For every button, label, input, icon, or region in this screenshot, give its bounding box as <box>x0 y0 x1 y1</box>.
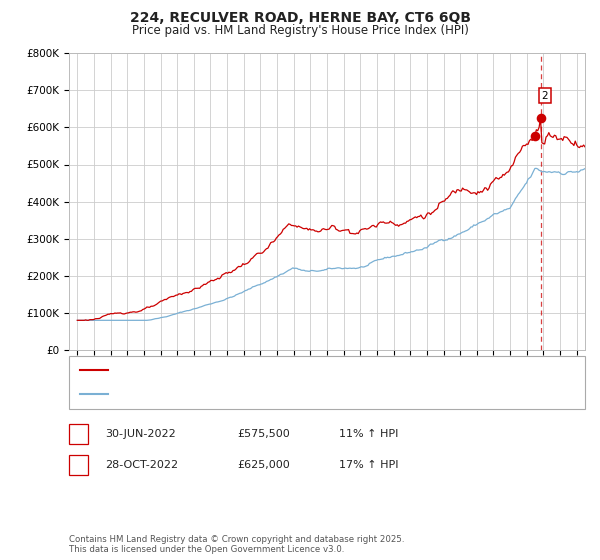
Point <box>530 132 540 141</box>
Text: 224, RECULVER ROAD, HERNE BAY, CT6 6QB: 224, RECULVER ROAD, HERNE BAY, CT6 6QB <box>130 11 470 25</box>
Text: 28-OCT-2022: 28-OCT-2022 <box>105 460 178 470</box>
Point <box>536 114 545 123</box>
Text: 224, RECULVER ROAD, HERNE BAY, CT6 6QB (detached house): 224, RECULVER ROAD, HERNE BAY, CT6 6QB (… <box>114 366 440 376</box>
Text: 30-JUN-2022: 30-JUN-2022 <box>105 429 176 439</box>
Text: 11% ↑ HPI: 11% ↑ HPI <box>339 429 398 439</box>
Text: HPI: Average price, detached house, Canterbury: HPI: Average price, detached house, Cant… <box>114 389 366 399</box>
Text: 1: 1 <box>75 429 82 439</box>
Text: £575,500: £575,500 <box>237 429 290 439</box>
Text: Contains HM Land Registry data © Crown copyright and database right 2025.
This d: Contains HM Land Registry data © Crown c… <box>69 535 404 554</box>
Text: 2: 2 <box>541 91 548 101</box>
Text: £625,000: £625,000 <box>237 460 290 470</box>
Text: 2: 2 <box>75 460 82 470</box>
Text: 17% ↑ HPI: 17% ↑ HPI <box>339 460 398 470</box>
Text: Price paid vs. HM Land Registry's House Price Index (HPI): Price paid vs. HM Land Registry's House … <box>131 24 469 36</box>
